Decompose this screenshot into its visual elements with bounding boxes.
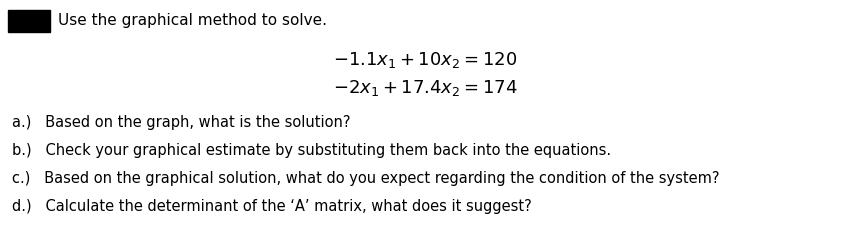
Text: $-2x_1 +17.4x_2 =174$: $-2x_1 +17.4x_2 =174$: [332, 78, 518, 98]
Text: d.)   Calculate the determinant of the ‘A’ matrix, what does it suggest?: d.) Calculate the determinant of the ‘A’…: [12, 198, 532, 214]
Bar: [8, 10, 50, 32]
Text: $-1.1x_1 +10x_2 =120$: $-1.1x_1 +10x_2 =120$: [333, 50, 517, 70]
Text: b.)   Check your graphical estimate by substituting them back into the equations: b.) Check your graphical estimate by sub…: [12, 142, 611, 158]
Text: a.)   Based on the graph, what is the solution?: a.) Based on the graph, what is the solu…: [12, 114, 350, 130]
Text: Use the graphical method to solve.: Use the graphical method to solve.: [58, 14, 327, 28]
Text: c.)   Based on the graphical solution, what do you expect regarding the conditio: c.) Based on the graphical solution, wha…: [12, 170, 719, 186]
